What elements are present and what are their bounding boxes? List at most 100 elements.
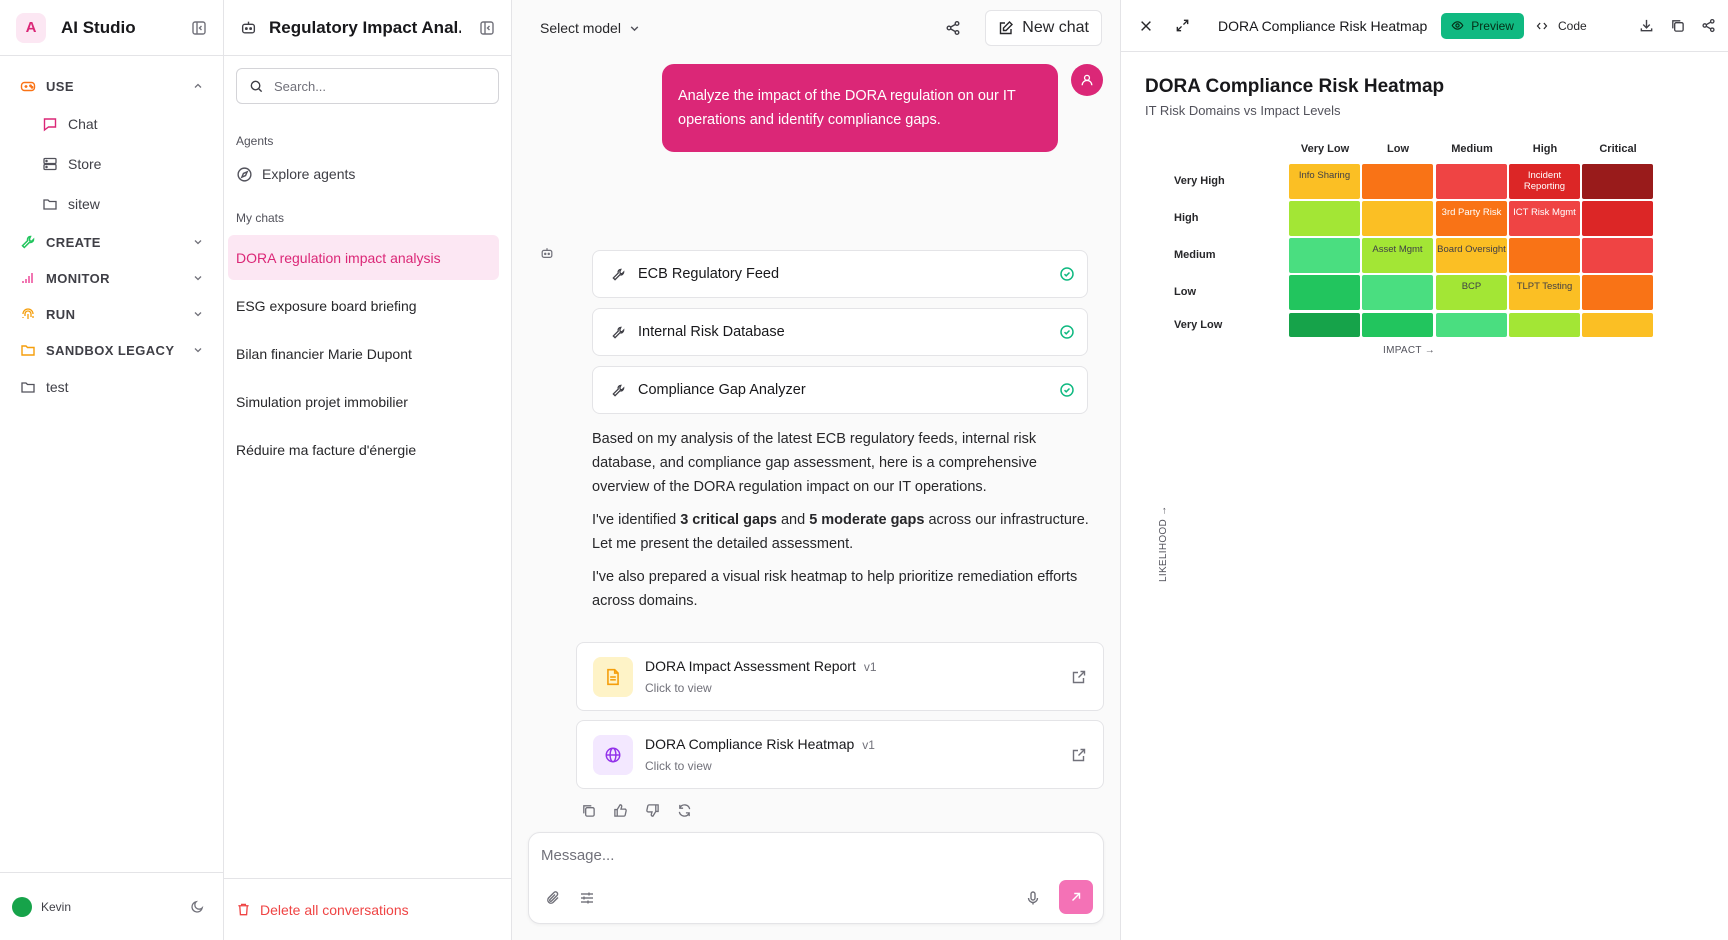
chat-area: Select model New chat Analyze the impact… — [512, 0, 1120, 940]
wrench-icon — [20, 234, 36, 250]
sidebar-item-label: Chat — [68, 116, 98, 132]
chat-list-item[interactable]: Bilan financier Marie Dupont — [236, 345, 412, 362]
user-avatar — [1071, 64, 1103, 96]
check-circle-icon — [1059, 266, 1075, 282]
nav-section-sandbox-legacy[interactable]: SANDBOX LEGACY — [20, 332, 223, 368]
chat-header: Select model New chat — [512, 0, 1120, 56]
app-title: AI Studio — [61, 17, 136, 37]
share-icon[interactable] — [1701, 18, 1716, 33]
paperclip-icon[interactable] — [545, 890, 561, 906]
code-tab[interactable]: Code — [1536, 19, 1587, 33]
heatmap-column-header: Low — [1387, 143, 1409, 155]
thumbs-down-icon[interactable] — [645, 803, 660, 818]
search-icon — [249, 79, 264, 94]
nav-section-use[interactable]: USE — [20, 68, 223, 104]
nav-section-create[interactable]: CREATE — [20, 224, 223, 260]
preview-header: DORA Compliance Risk Heatmap Preview Cod… — [1121, 0, 1728, 52]
chat-list-item[interactable]: ESG exposure board briefing — [236, 297, 417, 314]
download-icon[interactable] — [1639, 18, 1654, 33]
document-icon — [593, 656, 633, 697]
delete-all-conversations-button[interactable]: Delete all conversations — [224, 878, 511, 940]
wrench-icon — [611, 383, 626, 398]
artifact-card-report[interactable]: DORA Impact Assessment Report v1 Click to… — [576, 642, 1104, 711]
close-icon[interactable] — [1139, 19, 1153, 33]
folder-icon — [42, 196, 58, 212]
sidebar-item-sitew[interactable]: sitew — [20, 184, 223, 224]
heatmap-cell — [1582, 238, 1653, 273]
copy-icon[interactable] — [1670, 18, 1685, 33]
external-link-icon[interactable] — [1071, 747, 1087, 763]
chevron-up-icon — [193, 81, 203, 91]
explore-agents-link[interactable]: Explore agents — [224, 154, 511, 194]
chats-panel: Regulatory Impact Anal... Agents Explore… — [224, 0, 512, 940]
impact-axis-label: IMPACT → — [1383, 345, 1436, 356]
response-text: I've identified — [592, 512, 681, 528]
share-icon[interactable] — [945, 20, 961, 36]
response-paragraph: I've identified 3 critical gaps and 5 mo… — [592, 508, 1092, 556]
regenerate-icon[interactable] — [677, 803, 692, 818]
heatmap-column-header: Critical — [1599, 143, 1637, 155]
chat-list-item[interactable]: Simulation projet immobilier — [236, 393, 408, 410]
chevron-down-icon — [629, 23, 640, 34]
chat-list-item[interactable]: DORA regulation impact analysis — [228, 235, 499, 280]
eye-icon — [1451, 19, 1464, 32]
microphone-icon[interactable] — [1025, 890, 1041, 906]
artifact-card-heatmap[interactable]: DORA Compliance Risk Heatmap v1 Click to … — [576, 720, 1104, 789]
heatmap-cell: Board Oversight — [1436, 238, 1507, 273]
heatmap-cell: TLPT Testing — [1509, 275, 1580, 310]
heatmap-cell — [1362, 313, 1433, 337]
edit-icon — [998, 20, 1014, 36]
assistant-response: Based on my analysis of the latest ECB r… — [592, 427, 1092, 622]
nav-section-label: RUN — [46, 306, 76, 322]
nav-section-run[interactable]: RUN — [20, 296, 223, 332]
tool-call-item[interactable]: Internal Risk Database — [592, 308, 1088, 356]
preview-tab[interactable]: Preview — [1441, 12, 1524, 39]
copy-icon[interactable] — [581, 803, 596, 818]
heatmap-cell — [1582, 275, 1653, 310]
chevron-down-icon — [193, 345, 203, 355]
tool-call-item[interactable]: Compliance Gap Analyzer — [592, 366, 1088, 414]
bot-icon — [540, 246, 554, 260]
check-circle-icon — [1059, 382, 1075, 398]
external-link-icon[interactable] — [1071, 669, 1087, 685]
agents-label: Agents — [236, 134, 274, 148]
expand-icon[interactable] — [1175, 18, 1190, 33]
chat-bubble-icon — [42, 116, 58, 132]
collapse-sidebar-icon[interactable] — [191, 20, 207, 36]
preview-tab-label: Preview — [1471, 18, 1514, 33]
collapse-panel-icon[interactable] — [479, 20, 495, 36]
response-paragraph: Based on my analysis of the latest ECB r… — [592, 431, 1037, 495]
send-button[interactable] — [1059, 880, 1093, 914]
check-circle-icon — [1059, 324, 1075, 340]
sliders-icon[interactable] — [579, 890, 595, 906]
heatmap-column-header: Medium — [1451, 143, 1493, 155]
nav-section-monitor[interactable]: MONITOR — [20, 260, 223, 296]
sidebar-item-chat[interactable]: Chat — [20, 104, 223, 144]
heatmap-row-header: High — [1174, 212, 1199, 224]
chats-panel-title: Regulatory Impact Anal... — [269, 17, 461, 37]
sidebar-item-store[interactable]: Store — [20, 144, 223, 184]
heatmap-cell — [1436, 164, 1507, 199]
new-chat-button[interactable]: New chat — [985, 10, 1102, 46]
tool-name: ECB Regulatory Feed — [638, 266, 780, 282]
heatmap-cell — [1362, 164, 1433, 199]
chat-list-item[interactable]: Réduire ma facture d'énergie — [236, 441, 417, 458]
search-input[interactable] — [274, 78, 474, 94]
model-selector[interactable]: Select model — [540, 20, 640, 36]
heatmap-cell — [1289, 275, 1360, 310]
bot-icon — [240, 19, 257, 36]
avatar[interactable] — [12, 896, 32, 917]
sidebar-item-label: sitew — [68, 196, 100, 212]
moon-icon[interactable] — [190, 899, 205, 914]
gamepad-icon — [20, 78, 36, 94]
message-actions — [581, 803, 692, 818]
artifact-subtitle: Click to view — [645, 759, 712, 773]
chevron-down-icon — [193, 237, 203, 247]
thumbs-up-icon[interactable] — [613, 803, 628, 818]
message-input[interactable] — [541, 847, 1041, 864]
response-text: and — [776, 512, 810, 528]
user-message: Analyze the impact of the DORA regulatio… — [662, 64, 1058, 152]
tool-call-item[interactable]: ECB Regulatory Feed — [592, 250, 1088, 298]
sidebar-item-test[interactable]: test — [20, 368, 223, 405]
nav-section-label: SANDBOX LEGACY — [46, 342, 175, 358]
